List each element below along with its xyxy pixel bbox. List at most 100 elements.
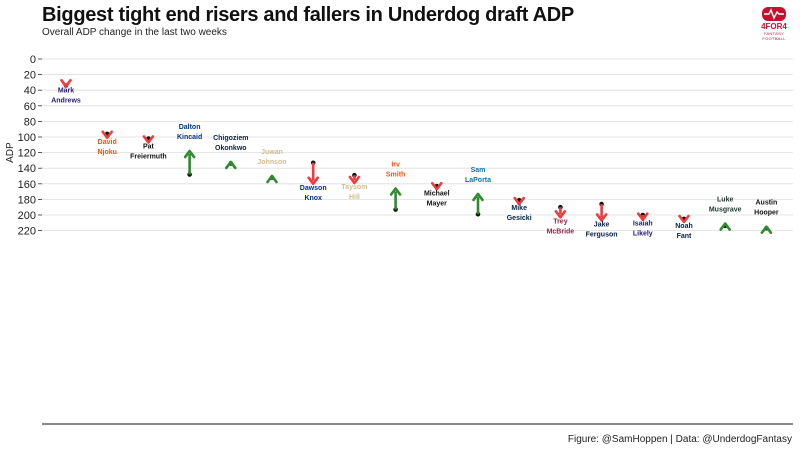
player-label-line: Luke: [717, 197, 733, 204]
y-tick-label: 60: [24, 101, 36, 113]
player-label: Jake Ferguson: [586, 221, 618, 238]
player-mark: Luke Musgrave: [709, 197, 742, 231]
arrow-head: [430, 181, 443, 191]
player-label: Irv Smith: [386, 161, 405, 178]
player-label-line: Smith: [386, 171, 405, 178]
player-label: Mike Gesicki: [507, 205, 532, 222]
arrow-head: [472, 192, 484, 202]
player-label-line: Freiermuth: [130, 153, 167, 160]
chart-title: Biggest tight end risers and fallers in …: [42, 4, 574, 26]
y-tick-label: 180: [18, 194, 36, 206]
arrow-head: [101, 130, 113, 140]
player-mark: Sam LaPorta: [465, 167, 491, 217]
player-label-line: Gesicki: [507, 215, 532, 222]
player-label-line: Pat: [143, 143, 155, 150]
player-label: Juwan Johnson: [257, 149, 286, 166]
y-axis-title: ADP: [5, 142, 16, 163]
player-label-line: Okonkwo: [215, 145, 247, 152]
player-label-line: Jake: [594, 221, 610, 228]
player-label-line: Johnson: [257, 159, 286, 166]
y-tick-label: 40: [24, 85, 36, 97]
chart-subtitle: Overall ADP change in the last two weeks: [42, 27, 227, 38]
player-label-line: Knox: [304, 195, 322, 202]
player-label-line: Mark: [58, 87, 74, 94]
player-label-line: Dalton: [179, 124, 201, 131]
player-label: Dalton Kincaid: [177, 124, 202, 141]
player-label-line: Irv: [391, 161, 400, 168]
figure-caption: Figure: @SamHoppen | Data: @UnderdogFant…: [567, 434, 792, 445]
arrow-head: [389, 187, 402, 196]
player-label-line: Noah: [675, 223, 693, 230]
player-label-line: LaPorta: [465, 177, 491, 184]
player-mark: Pat Freiermuth: [130, 135, 167, 160]
player-label-line: Hooper: [754, 210, 779, 217]
arrow-head: [307, 176, 320, 186]
arrow-head: [719, 222, 732, 231]
arrow-head: [554, 210, 567, 219]
player-mark: Juwan Johnson: [257, 149, 287, 184]
player-label: Michael Mayer: [424, 190, 450, 207]
player-label: Trey McBride: [547, 218, 575, 235]
brand-logo: 4FOR4 FANTASY FOOTBALL: [752, 6, 796, 41]
arrow-head: [595, 213, 608, 222]
arrow-head: [183, 149, 196, 159]
player-label-line: Trey: [553, 218, 568, 225]
arrow-head: [142, 135, 155, 144]
arrow-head: [513, 196, 526, 206]
player-mark: Irv Smith: [386, 161, 405, 212]
y-tick-label: 220: [18, 226, 36, 238]
player-label-line: Likely: [633, 231, 653, 238]
player-label: Chigoziem Okonkwo: [213, 135, 248, 152]
player-label-line: Isaiah: [633, 221, 653, 228]
player-mark: Noah Fant: [675, 214, 693, 240]
arrow-head: [678, 214, 690, 224]
player-label-line: Taysom: [341, 184, 367, 191]
data-marks: Mark Andrews David Njoku Pat Freiermuth Dalton…: [51, 79, 779, 240]
player-label-line: Austin: [756, 200, 778, 207]
y-tick-label: 100: [18, 132, 36, 144]
player-mark: Austin Hooper: [754, 200, 779, 234]
player-mark: Trey McBride: [547, 204, 575, 235]
arrow-head: [60, 79, 72, 88]
player-label: Luke Musgrave: [709, 197, 742, 214]
y-tick-label: 0: [30, 54, 36, 66]
y-tick-label: 20: [24, 70, 36, 82]
player-label: David Njoku: [97, 139, 116, 156]
arrow-head: [266, 174, 278, 184]
player-label: Mark Andrews: [51, 87, 81, 104]
y-tick-label: 140: [18, 163, 36, 175]
player-mark: Dalton Kincaid: [177, 124, 202, 177]
player-label: Isaiah Likely: [633, 221, 653, 238]
player-mark: Chigoziem Okonkwo: [213, 135, 248, 170]
player-label-line: McBride: [547, 228, 575, 235]
arrow-head: [225, 160, 237, 170]
player-label-line: Njoku: [97, 149, 116, 156]
player-label: Pat Freiermuth: [130, 143, 167, 160]
player-mark: Michael Mayer: [424, 181, 450, 207]
y-axis-ticks: 0 20 40 60 80 100 120 140 160 180 200 220: [18, 54, 42, 238]
player-label-line: Ferguson: [586, 231, 618, 238]
player-label-line: Kincaid: [177, 134, 202, 141]
player-mark: Dawson Knox: [300, 160, 327, 202]
player-mark: Mike Gesicki: [507, 196, 532, 222]
arrow-head: [636, 212, 649, 221]
player-label-line: Dawson: [300, 185, 327, 192]
logo-subtext: FANTASY FOOTBALL: [762, 31, 786, 41]
player-label-line: Sam: [471, 167, 486, 174]
y-tick-label: 200: [18, 210, 36, 222]
player-mark: Isaiah Likely: [633, 212, 653, 238]
heartbeat-icon: [762, 7, 786, 21]
player-label: Austin Hooper: [754, 200, 779, 217]
arrow-head: [348, 175, 361, 185]
player-label-line: David: [98, 139, 117, 146]
y-tick-label: 120: [18, 148, 36, 160]
player-label: Taysom Hill: [341, 184, 367, 201]
player-mark: Mark Andrews: [51, 79, 81, 104]
player-label: Dawson Knox: [300, 185, 327, 202]
arrow-head: [760, 225, 773, 234]
logo-text: 4FOR4: [761, 22, 787, 31]
player-label-line: Hill: [349, 194, 360, 201]
player-label-line: Andrews: [51, 97, 81, 104]
player-mark: Jake Ferguson: [586, 201, 618, 238]
